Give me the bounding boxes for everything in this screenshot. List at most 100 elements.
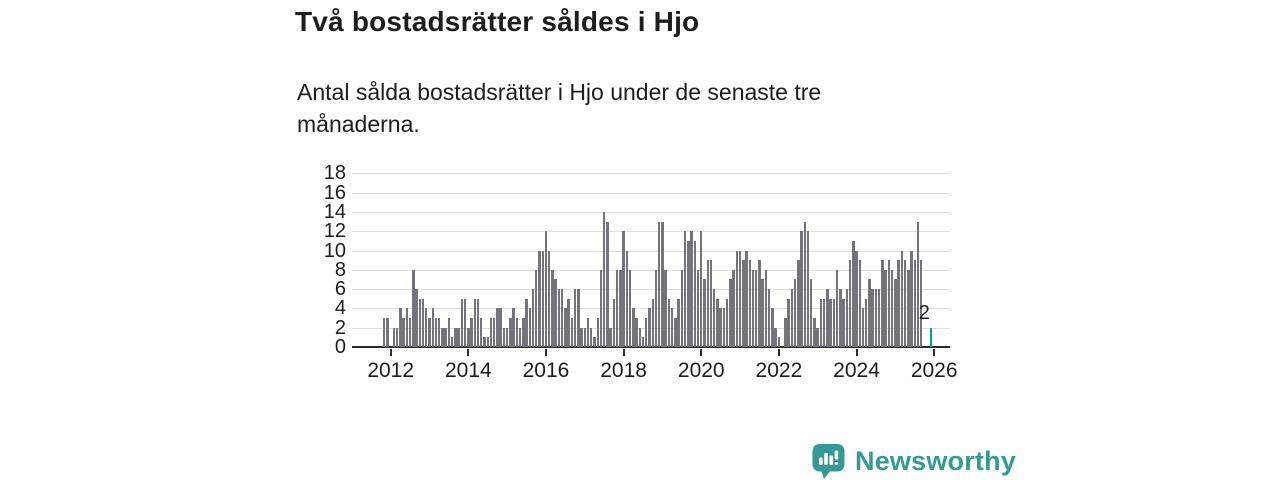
bar-month [480,318,483,347]
bar-month [447,318,451,347]
bar-month [748,260,751,347]
bar-month [509,318,512,347]
x-axis-tick-label: 2014 [444,359,492,382]
bar-month [560,289,564,347]
y-axis-tick-label: 12 [323,220,346,243]
bar-month [635,318,638,347]
bar-month [687,240,690,347]
bar-month [913,260,916,347]
bar-month [826,289,829,347]
bar-month [395,327,399,347]
bar-month [399,308,402,347]
bar-month [690,231,693,347]
bar-month [800,231,803,347]
x-axis-tick-label: 2026 [910,359,958,382]
y-axis-tick-label: 8 [334,258,346,281]
bar-month [674,318,677,347]
bar-month [628,269,632,347]
bar-month [738,250,742,347]
bar-month [606,221,609,347]
bar-month [877,289,881,347]
bar-month [839,289,842,347]
bar-month [706,260,709,347]
bar-month [531,289,535,347]
bar-month [664,269,667,347]
bar-month [476,298,480,347]
bar-month [861,308,865,347]
bar-month [900,250,904,347]
bar-month [855,250,858,347]
newsworthy-speech-bubble-bar-chart-icon [812,444,845,479]
bar-month [538,250,541,347]
bar-month [625,250,629,347]
bar-month [745,250,748,347]
bar-month [887,260,891,347]
bar-month [881,260,884,347]
bar-month [428,318,431,347]
bar-month [758,260,761,347]
x-axis-tick [933,349,936,356]
gridline [352,231,950,233]
bar-month [573,289,577,347]
bar-month [551,269,554,347]
bar-month [541,250,544,347]
bar-month [392,327,396,347]
bar-month [570,318,574,347]
bar-month [444,327,447,347]
bar-month [441,327,444,347]
bar-month [583,327,586,347]
bar-month [907,269,910,347]
bar-month [657,221,661,347]
bar-month [612,298,616,347]
y-axis-tick-label: 10 [323,239,346,262]
bar-month [897,260,900,347]
bar-month [632,308,635,347]
bar-month [619,269,622,347]
bar-month [777,337,781,347]
x-axis-tick [467,349,470,356]
newsworthy-logo: Newsworthy [810,442,1070,480]
x-axis-tick [622,349,625,356]
logo-wordmark: Newsworthy [855,445,1017,476]
bar-month [661,221,664,347]
bar-month [515,318,519,347]
bar-month [463,298,467,347]
bar-month [489,318,493,347]
bar-month [470,318,473,347]
bar-month [858,260,861,347]
bar-month [719,308,722,347]
bar-month [871,289,874,347]
bar-month [547,250,551,347]
bar-month [735,250,739,347]
bar-month [654,269,658,347]
bar-month [383,318,386,347]
bar-month [829,298,832,347]
bar-month [525,298,528,347]
gridline [352,269,950,271]
bar-month [696,269,700,347]
bar-month [602,211,606,347]
bar-month [916,221,920,347]
gridline [352,250,950,252]
bar-month [680,269,684,347]
bar-month [920,260,923,347]
bar-month [790,289,794,347]
bar-month [580,327,583,347]
gridline [352,308,950,310]
x-axis-tick-label: 2022 [755,359,803,382]
bar-month [767,289,771,347]
gridline [352,289,950,291]
bar-month [496,308,499,347]
chart-subtitle: Antal sålda bostadsrätter i Hjo under de… [297,79,822,137]
bar-month [651,298,654,347]
bar-month [544,231,548,347]
bar-month [638,327,641,347]
bar-month [386,318,389,347]
bar-month [693,240,696,347]
bar-month [700,231,703,347]
bar-month [454,327,457,347]
bar-month [890,269,894,347]
bar-month [894,279,897,347]
bar-month [402,318,405,347]
